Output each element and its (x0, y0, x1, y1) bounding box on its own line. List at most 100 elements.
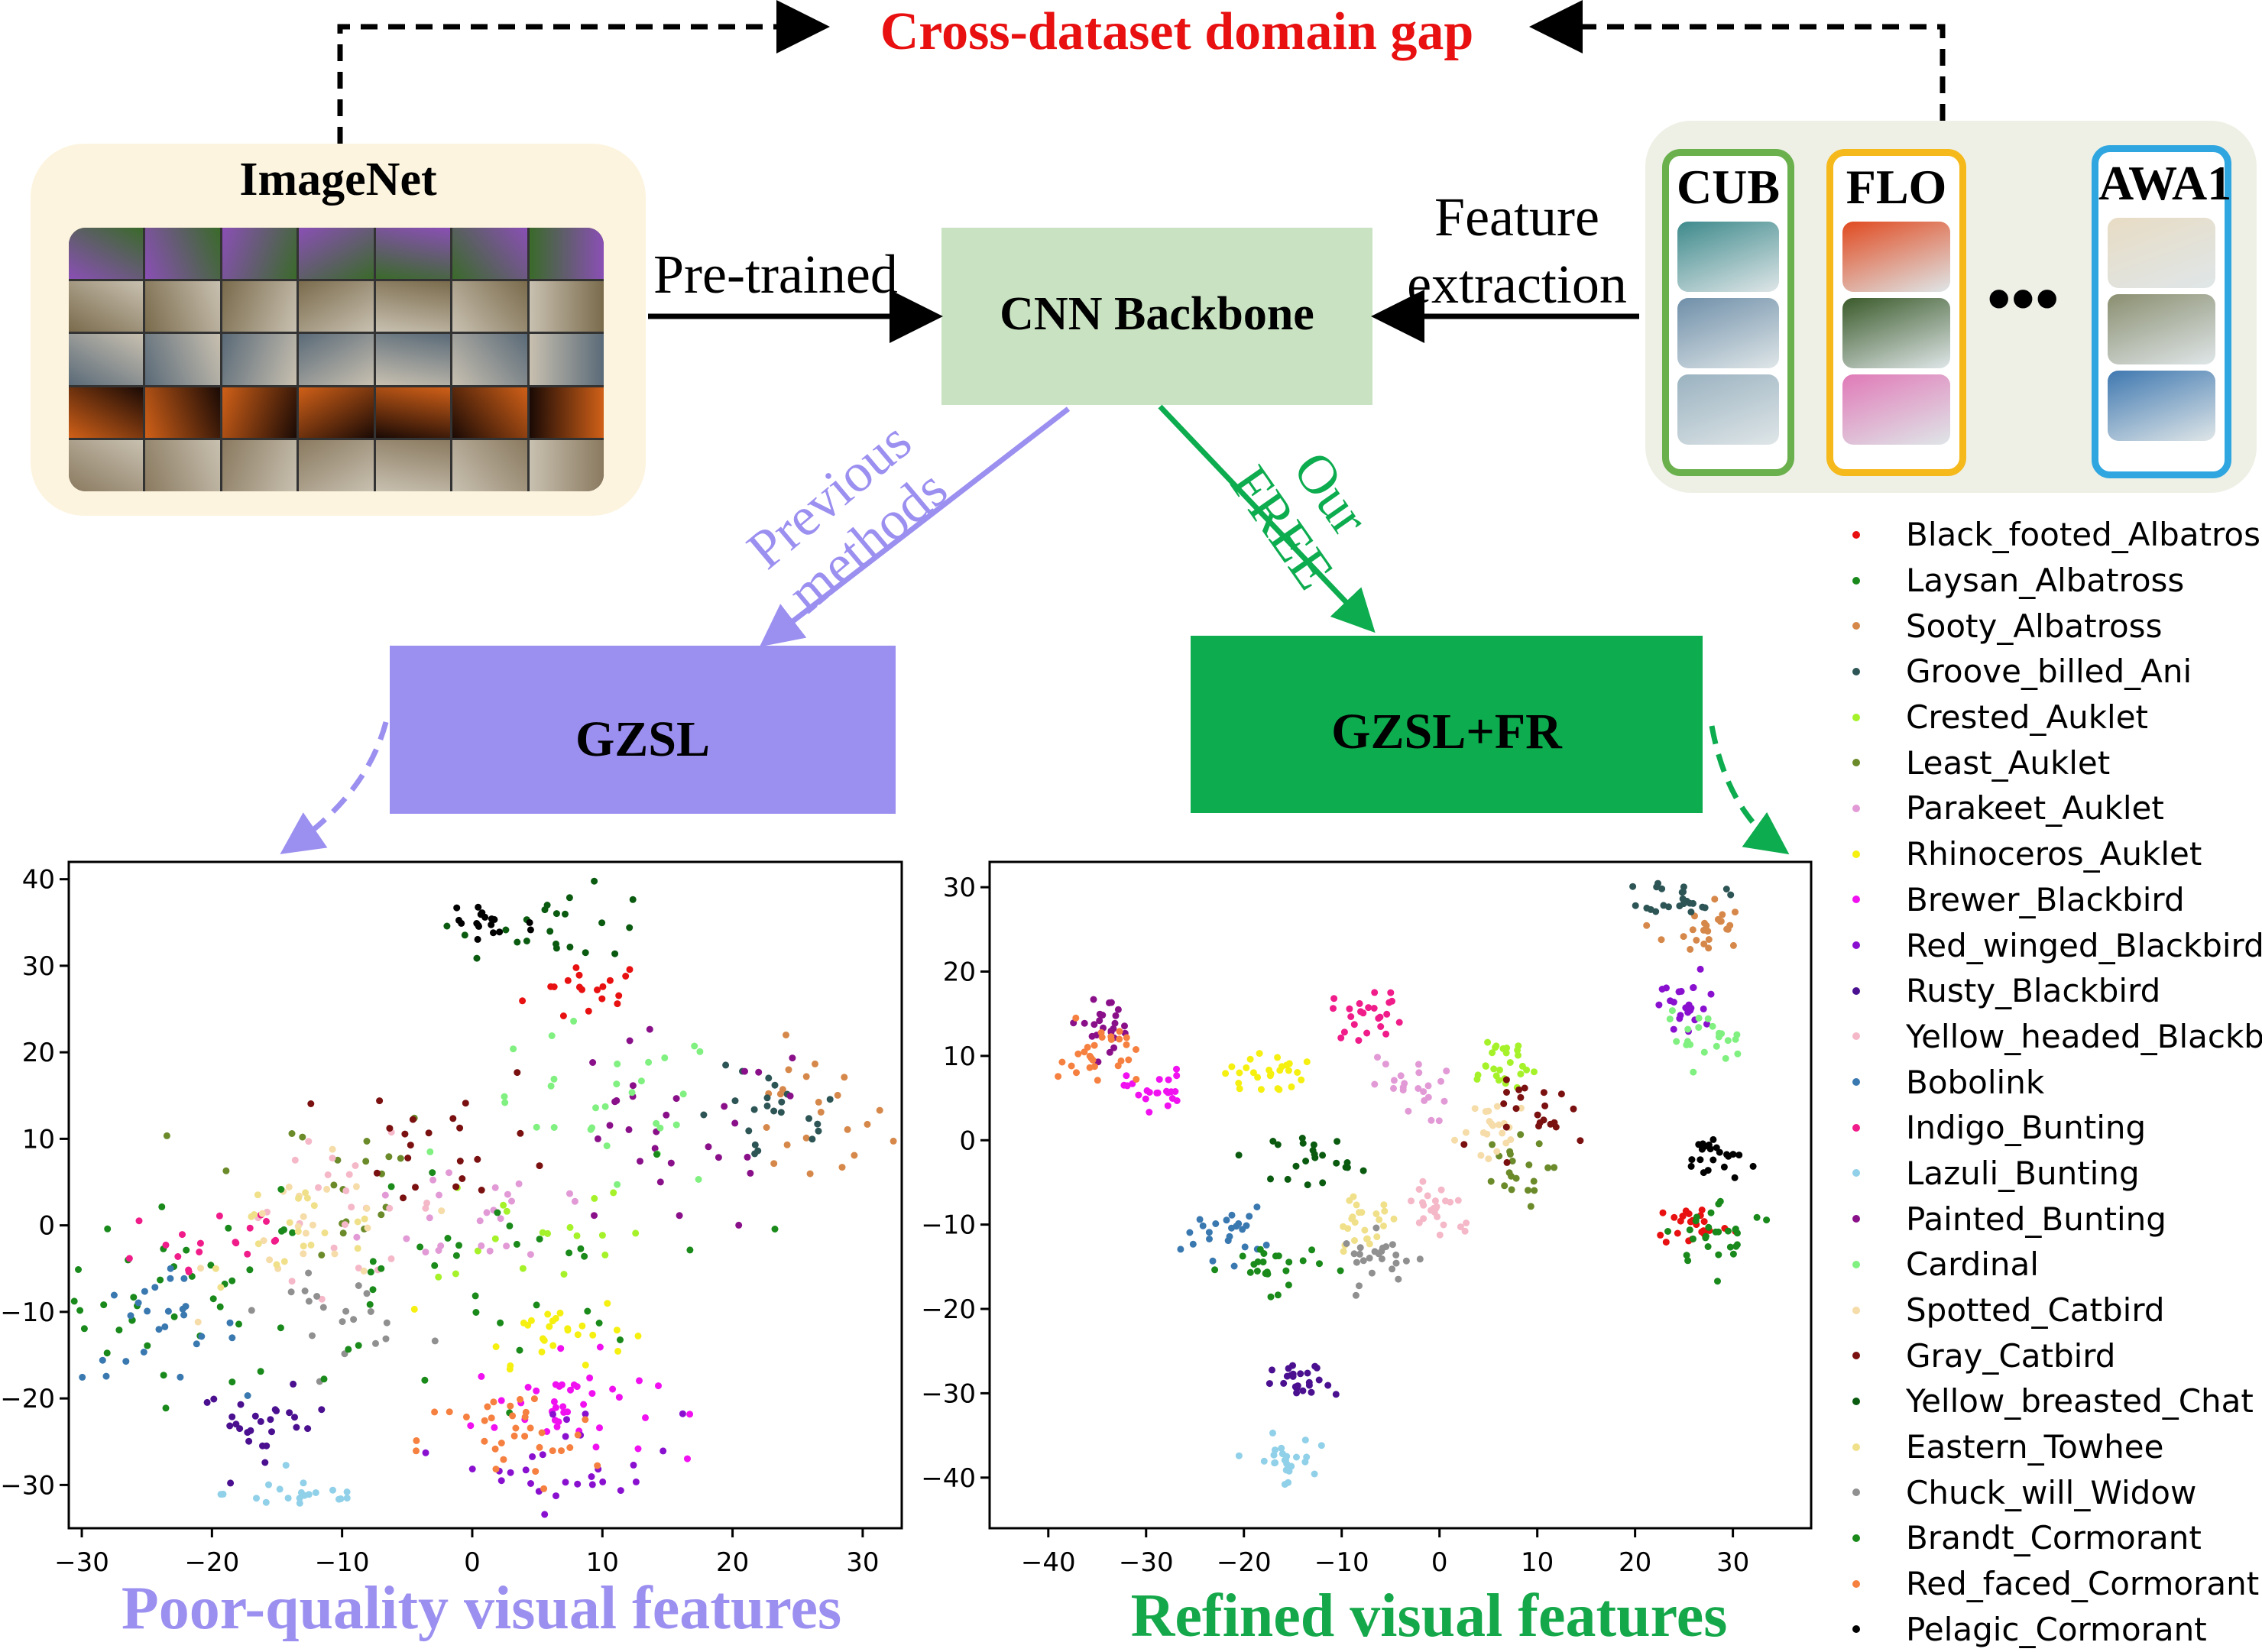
scatter-point (1729, 1250, 1737, 1258)
scatter-point (615, 992, 623, 999)
dataset-label: FLO (1846, 160, 1947, 214)
scatter-point (288, 1130, 296, 1137)
scatter-point (1206, 1236, 1213, 1242)
scatter-point (1732, 909, 1739, 916)
scatter-point (1693, 937, 1700, 944)
scatter-point (363, 1290, 371, 1297)
scatter-point (1153, 1089, 1161, 1096)
scatter-point (642, 1414, 649, 1421)
x-tick-label: 20 (1619, 1547, 1651, 1578)
scatter-point (667, 1159, 675, 1167)
scatter-point (497, 1215, 504, 1223)
scatter-point (1267, 1293, 1275, 1301)
scatter-point (79, 1373, 86, 1381)
scatter-point (203, 1398, 211, 1406)
scatter-point (547, 983, 555, 990)
scatter-point (1508, 1186, 1515, 1194)
legend-item: Brewer_Blackbird (1842, 877, 2262, 923)
scatter-point (1164, 1102, 1172, 1109)
scatter-point (1121, 1022, 1128, 1030)
scatter-point (257, 1368, 264, 1375)
scatter-point (1732, 1225, 1739, 1233)
scatter-point (248, 1307, 255, 1314)
scatter-point (366, 1301, 374, 1308)
scatter-point (574, 1431, 582, 1439)
scatter-point (1508, 1172, 1515, 1180)
scatter-point (1660, 902, 1667, 909)
scatter-point (491, 1445, 499, 1453)
scatter-point (257, 1417, 264, 1425)
scatter-point (559, 1012, 567, 1019)
scatter-point (330, 1181, 338, 1189)
scatter-point (686, 1246, 694, 1254)
scatter-point (1382, 1030, 1390, 1038)
scatter-point (1509, 1158, 1516, 1164)
scatter-point (582, 1411, 589, 1417)
scatter-point (1666, 1015, 1674, 1023)
scatter-point (553, 1492, 559, 1500)
scatter-point (1763, 1216, 1771, 1224)
legend-label: Brandt_Cormorant (1906, 1519, 2202, 1557)
scatter-point (1298, 1135, 1306, 1142)
imagenet-thumbnail (452, 387, 527, 439)
scatter-point (1353, 1258, 1360, 1266)
scatter-point (552, 1314, 559, 1322)
scatter-point (1382, 1061, 1389, 1068)
legend-label: Spotted_Catbird (1906, 1291, 2165, 1330)
scatter-point (763, 1124, 770, 1131)
scatter-point (1679, 895, 1687, 902)
previous-methods-arrow (759, 407, 1071, 647)
scatter-point (475, 922, 482, 930)
scatter-point (521, 1433, 529, 1440)
scatter-point (1424, 1192, 1431, 1200)
scatter-point (426, 1148, 434, 1155)
scatter-point (1120, 1081, 1128, 1089)
scatter-point (1420, 1215, 1428, 1223)
scatter-point (1298, 1076, 1305, 1084)
scatter-point (235, 1320, 242, 1328)
scatter-point (1281, 1481, 1288, 1488)
scatter-point (1278, 1444, 1285, 1452)
scatter-point (1643, 922, 1651, 929)
scatter-point (180, 1275, 188, 1282)
scatter-point (566, 943, 574, 951)
scatter-point (431, 1408, 439, 1416)
scatter-point (273, 1261, 280, 1268)
scatter-point (1724, 1227, 1732, 1235)
scatter-point (507, 1469, 514, 1476)
scatter-point (1390, 1084, 1397, 1092)
scatter-point (167, 1275, 174, 1282)
scatter-point (514, 1069, 521, 1077)
scatter-point (1489, 1141, 1496, 1148)
imagenet-thumbnail (222, 228, 297, 279)
scatter-point (617, 1336, 624, 1343)
scatter-point (1317, 1442, 1325, 1450)
scatter-point (1401, 1080, 1408, 1087)
scatter-point (473, 954, 481, 962)
scatter-point (586, 1374, 594, 1382)
scatter-point (337, 1495, 345, 1502)
scatter-point (312, 1489, 319, 1496)
scatter-point (1684, 1009, 1692, 1016)
scatter-point (1324, 1382, 1332, 1389)
scatter-point (435, 1273, 442, 1281)
scatter-point (1086, 1052, 1094, 1060)
scatter-point (381, 1191, 389, 1199)
scatter-point (809, 1135, 816, 1143)
scatter-point (183, 1246, 190, 1254)
scatter-point (557, 1345, 565, 1352)
legend-label: Chuck_will_Widow (1906, 1473, 2197, 1511)
scatter-point (594, 986, 601, 993)
scatter-point (227, 1479, 235, 1487)
scatter-point (1373, 1233, 1381, 1241)
legend-item: Rusty_Blackbird (1842, 968, 2262, 1014)
scatter-point (1512, 1105, 1520, 1113)
scatter-point (1702, 1233, 1709, 1240)
scatter-point (127, 1312, 134, 1320)
scatter-point (598, 995, 606, 1003)
scatter-point (1541, 1102, 1549, 1109)
scatter-point (566, 1249, 573, 1257)
scatter-point (1344, 1225, 1352, 1233)
scatter-point (300, 1479, 307, 1487)
scatter-point (1236, 1069, 1243, 1077)
